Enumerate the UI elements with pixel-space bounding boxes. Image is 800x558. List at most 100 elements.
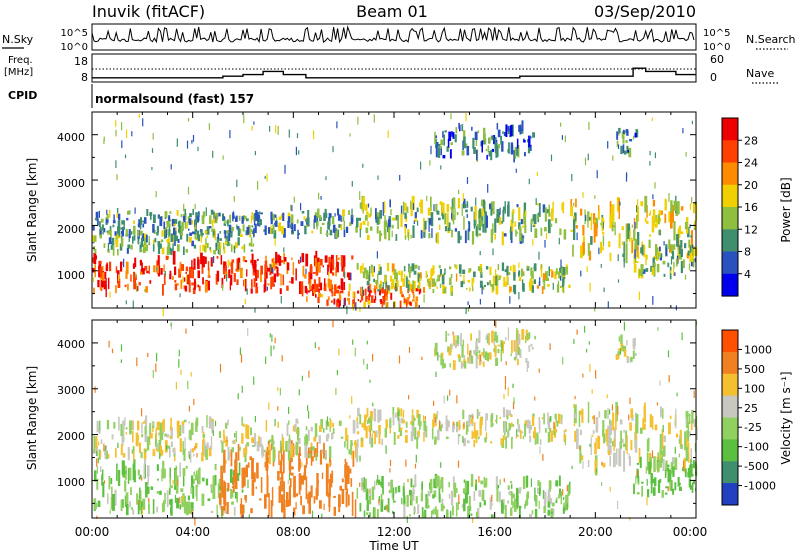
- vel-cell: [210, 436, 213, 450]
- power-cell: [104, 271, 107, 279]
- power-cell: [258, 211, 261, 215]
- power-noise-cell: [266, 173, 268, 182]
- power-cell: [167, 242, 171, 251]
- power-cell: [340, 255, 343, 266]
- power-cell: [365, 270, 369, 280]
- vel-cell: [351, 452, 354, 460]
- vel-ytick-2000: 2000: [57, 430, 85, 443]
- vel-cell: [391, 491, 394, 499]
- vel-cell: [129, 501, 131, 508]
- vel-cell: [528, 345, 531, 352]
- vel-cell: [558, 494, 561, 499]
- power-cell: [449, 266, 452, 270]
- velocity-swatch: [722, 351, 738, 375]
- power-noise-cell: [602, 222, 604, 229]
- power-cell: [391, 224, 394, 229]
- power-cell: [518, 125, 520, 132]
- vel-cell: [539, 420, 541, 434]
- vel-noise-cell: [667, 350, 670, 358]
- power-cell: [399, 300, 402, 308]
- power-noise-cell: [594, 195, 596, 199]
- power-cell: [444, 213, 447, 225]
- vel-cell: [525, 358, 528, 363]
- power-cell: [177, 238, 180, 243]
- power-cell: [575, 225, 578, 229]
- power-cell: [179, 261, 182, 275]
- power-cell: [175, 235, 178, 242]
- power-noise-cell: [295, 146, 297, 156]
- vel-noise-cell: [595, 370, 597, 379]
- vel-noise-cell: [369, 489, 371, 493]
- power-noise-cell: [205, 207, 207, 216]
- power-cell: [463, 274, 465, 283]
- power-noise-cell: [243, 279, 246, 287]
- power-cell: [137, 230, 139, 237]
- power-cell: [205, 237, 207, 247]
- power-cell: [338, 285, 341, 290]
- power-cell: [667, 262, 670, 268]
- power-cell: [463, 203, 467, 208]
- vel-cell: [688, 414, 691, 424]
- vel-cell: [604, 410, 607, 419]
- xtick-0000: 00:00: [75, 525, 110, 539]
- power-cell: [498, 144, 501, 149]
- power-noise-cell: [296, 133, 299, 139]
- power-cell: [230, 262, 234, 274]
- power-cell: [608, 241, 611, 248]
- vel-cell: [488, 332, 490, 346]
- vel-cell: [113, 422, 116, 429]
- power-cell: [335, 230, 339, 239]
- power-noise-cell: [299, 256, 302, 263]
- power-cell: [226, 230, 230, 234]
- power-cell: [502, 206, 506, 211]
- vel-cell: [481, 352, 484, 356]
- vel-noise-cell: [232, 471, 235, 476]
- vel-cell: [620, 348, 623, 352]
- vel-noise-cell: [524, 503, 526, 509]
- vel-cell: [510, 353, 512, 357]
- power-cell: [389, 199, 391, 208]
- vel-cell: [152, 451, 156, 457]
- power-noise-cell: [131, 131, 133, 137]
- vel-cell: [98, 449, 101, 460]
- power-cell: [376, 216, 379, 225]
- power-cell: [622, 137, 625, 144]
- vel-cell: [511, 484, 513, 489]
- nsearch-label: N.Search: [746, 33, 796, 46]
- vel-cell: [692, 480, 695, 485]
- vel-cell: [580, 410, 583, 416]
- power-cell: [363, 301, 366, 308]
- power-cell: [184, 213, 187, 220]
- power-noise-cell: [617, 279, 620, 283]
- vel-cell: [400, 408, 403, 417]
- power-cell: [333, 290, 335, 297]
- power-cell: [316, 222, 318, 230]
- power-cell: [419, 272, 422, 280]
- power-noise-cell: [607, 301, 609, 308]
- power-noise-cell: [465, 113, 467, 122]
- power-cell: [415, 288, 419, 292]
- power-cell: [492, 275, 495, 284]
- power-cell: [373, 298, 376, 303]
- vel-cell: [664, 469, 667, 478]
- power-cell: [368, 213, 372, 218]
- power-cell: [673, 261, 675, 269]
- power-cell: [407, 284, 410, 292]
- xtick-1200: 12:00: [377, 525, 412, 539]
- vel-cell: [675, 408, 677, 429]
- vel-cell: [494, 331, 497, 342]
- vel-cell: [537, 480, 540, 487]
- vel-cell: [173, 452, 176, 457]
- power-cell: [172, 243, 174, 251]
- vel-cell: [484, 351, 488, 361]
- power-cell: [489, 203, 492, 210]
- vel-cell: [406, 494, 409, 507]
- power-noise-cell: [475, 219, 477, 225]
- power-cell: [618, 233, 621, 249]
- vel-cell: [519, 487, 522, 491]
- vel-cell: [210, 484, 212, 488]
- power-cell: [526, 265, 529, 269]
- power-cell: [522, 283, 525, 292]
- power-cell: [654, 262, 656, 267]
- power-cell: [163, 273, 166, 285]
